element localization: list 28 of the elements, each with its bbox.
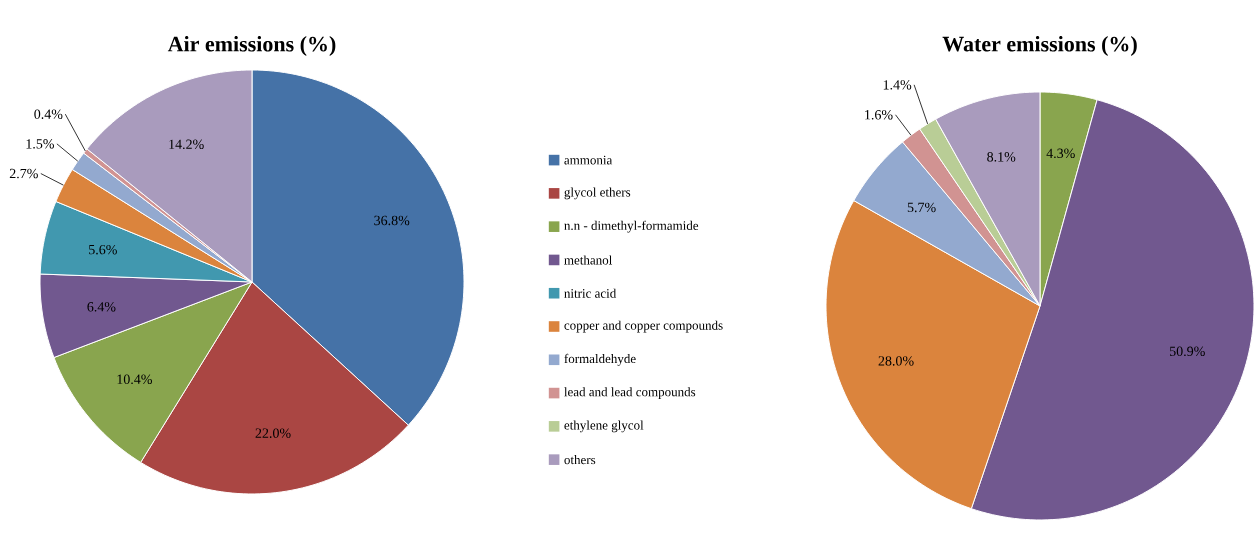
data-label: 14.2% [169, 139, 204, 150]
legend-label: ethylene glycol [564, 420, 644, 433]
legend-label: ammonia [564, 155, 613, 165]
data-label: 5.7% [907, 202, 936, 213]
data-label: 1.6% [865, 110, 893, 120]
data-label: 8.1% [987, 152, 1016, 162]
data-label: 1.5% [26, 139, 54, 149]
legend-label: n.n - dimethyl-formamide [564, 220, 699, 233]
chart-title: Air emissions (%) [167, 36, 336, 56]
data-label: 5.6% [89, 244, 117, 255]
legend-label: others [564, 455, 596, 465]
legend-label: nitric acid [564, 288, 617, 298]
data-label: 2.7% [9, 168, 38, 179]
data-label: 36.8% [374, 215, 410, 226]
data-label: 50.9% [1170, 346, 1205, 357]
data-label: 22.0% [255, 428, 291, 438]
legend-label: lead and lead compounds [564, 387, 696, 399]
legend-label: methanol [564, 255, 613, 265]
data-label: 1.4% [883, 80, 912, 90]
legend-label: formaldehyde [564, 353, 636, 366]
chart-title: Water emissions (%) [942, 36, 1137, 56]
data-label: 0.4% [34, 109, 63, 119]
data-label: 28.0% [878, 356, 914, 366]
legend-label: copper and copper compounds [564, 320, 723, 333]
data-label: 10.4% [117, 374, 152, 385]
data-label: 4.3% [1046, 148, 1075, 159]
legend-label: glycol ethers [564, 187, 631, 200]
data-label: 6.4% [87, 302, 116, 312]
